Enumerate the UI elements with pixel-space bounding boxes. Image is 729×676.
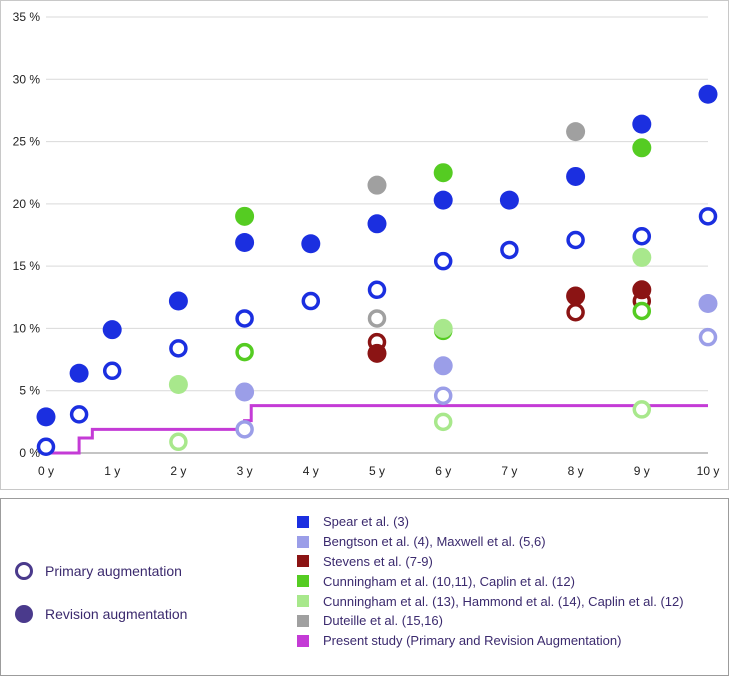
legend-entry-label: Present study (Primary and Revision Augm…: [323, 633, 622, 649]
y-tick-label: 10 %: [13, 321, 41, 335]
revision-point: [235, 382, 255, 402]
primary-point: [235, 420, 254, 439]
y-tick-label: 15 %: [13, 259, 41, 273]
y-tick-label: 5 %: [19, 384, 40, 398]
revision-point: [367, 214, 387, 234]
legend-entry-label: Spear et al. (3): [323, 514, 409, 530]
legend-swatch: [297, 575, 309, 588]
primary-point: [566, 230, 585, 250]
series-legend: Spear et al. (3) Bengtson et al. (4), Max…: [297, 512, 684, 651]
revision-point: [69, 363, 89, 383]
legend-entry: Duteille et al. (15,16): [297, 611, 684, 631]
x-tick-label: 4 y: [303, 464, 319, 478]
legend-entry-label: Cunningham et al. (10,11), Caplin et al.…: [323, 573, 575, 589]
x-tick-label: 2 y: [170, 464, 186, 478]
revision-point: [301, 234, 321, 254]
primary-point: [433, 251, 453, 271]
legend-entry: Cunningham et al. (13), Hammond et al. (…: [297, 591, 684, 611]
y-tick-label: 20 %: [13, 197, 41, 211]
legend-swatch: [297, 515, 309, 528]
y-tick-label: 0 %: [19, 446, 40, 460]
revision-point: [102, 320, 122, 340]
x-tick-label: 7 y: [501, 464, 517, 478]
x-tick-label: 10 y: [697, 464, 720, 478]
legend-entry-label: Bengtson et al. (4), Maxwell et al. (5,6…: [323, 534, 546, 550]
primary-point: [169, 339, 188, 358]
primary-point: [102, 361, 122, 381]
revision-point: [632, 114, 652, 134]
legend-entry-label: Duteille et al. (15,16): [323, 613, 443, 629]
legend-entry: Cunningham et al. (10,11), Caplin et al.…: [297, 571, 684, 591]
primary-point: [36, 437, 56, 457]
revision-point: [235, 232, 255, 252]
legend-primary-label: Primary augmentation: [45, 563, 182, 579]
y-tick-label: 25 %: [13, 135, 41, 149]
legend-revision-label: Revision augmentation: [45, 606, 188, 622]
primary-point: [500, 240, 519, 260]
primary-point: [367, 280, 387, 300]
revision-point: [566, 166, 586, 186]
legend-primary: Primary augmentation: [15, 562, 182, 580]
primary-point: [235, 309, 254, 328]
revision-point: [632, 247, 652, 267]
revision-point: [235, 206, 255, 226]
legend-swatch: [297, 555, 309, 568]
y-tick-label: 35 %: [13, 10, 41, 24]
primary-point: [235, 342, 254, 362]
revision-point: [367, 343, 387, 363]
revision-point: [632, 138, 652, 158]
y-tick-label: 30 %: [13, 72, 41, 86]
chart-area: 0 % 5 % 10 % 15 % 20 % 25 % 30 % 35 % 0 y 1 y 2 y 3…: [0, 0, 729, 490]
primary-point: [698, 207, 718, 226]
scatter-chart: 0 % 5 % 10 % 15 % 20 % 25 % 30 % 35 % 0 y 1 y 2 y 3…: [13, 10, 720, 478]
x-tick-label: 1 y: [104, 464, 120, 478]
present-study-line: [46, 404, 708, 455]
revision-point: [367, 175, 387, 195]
legend-entry-label: Cunningham et al. (13), Hammond et al. (…: [323, 593, 684, 609]
revision-point: [433, 356, 453, 376]
primary-point: [632, 226, 652, 246]
legend-swatch: [297, 614, 309, 627]
primary-point: [632, 400, 652, 419]
legend: Primary augmentation Revision augmentati…: [0, 498, 729, 676]
hollow-circle-icon: [15, 562, 33, 580]
legend-revision: Revision augmentation: [15, 605, 187, 623]
primary-point: [632, 301, 652, 321]
legend-swatch: [297, 595, 309, 608]
revision-point: [499, 190, 519, 210]
x-tick-label: 6 y: [435, 464, 451, 478]
legend-entry: Stevens et al. (7-9): [297, 552, 684, 572]
legend-entry: Bengtson et al. (4), Maxwell et al. (5,6…: [297, 532, 684, 552]
primary-point: [367, 309, 387, 328]
primary-point: [433, 412, 453, 432]
revision-point: [632, 280, 652, 300]
primary-point: [566, 302, 585, 322]
legend-entry-label: Stevens et al. (7-9): [323, 553, 433, 569]
x-tick-label: 8 y: [568, 464, 584, 478]
legend-entry: Present study (Primary and Revision Augm…: [297, 631, 684, 651]
revision-point: [698, 294, 718, 314]
x-tick-label: 5 y: [369, 464, 385, 478]
x-tick-label: 9 y: [634, 464, 650, 478]
revision-point: [168, 291, 188, 311]
revision-point: [433, 163, 453, 183]
revision-point: [566, 286, 586, 306]
legend-swatch: [297, 634, 309, 647]
primary-point: [698, 327, 718, 347]
x-tick-label: 3 y: [237, 464, 253, 478]
legend-entry: Spear et al. (3): [297, 512, 684, 532]
x-tick-label: 0 y: [38, 464, 54, 478]
revision-point: [698, 84, 718, 104]
primary-point: [69, 405, 89, 424]
primary-point: [301, 291, 321, 311]
filled-circle-icon: [15, 605, 33, 623]
revision-point: [433, 318, 453, 338]
revision-point: [433, 190, 453, 210]
primary-point: [169, 432, 188, 452]
revision-point: [566, 122, 586, 142]
revision-point: [36, 407, 56, 427]
revision-point: [168, 374, 188, 394]
primary-point: [433, 386, 453, 405]
legend-swatch: [297, 535, 309, 548]
